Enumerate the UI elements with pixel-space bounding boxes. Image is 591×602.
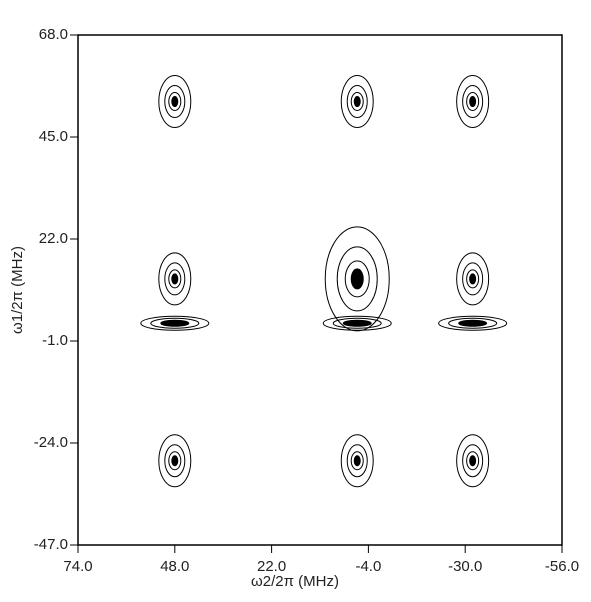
peak-contour bbox=[456, 252, 490, 306]
contour-ring bbox=[168, 451, 182, 471]
y-tick-label: -47.0 bbox=[34, 536, 68, 553]
peak-contour bbox=[158, 252, 192, 306]
x-tick-label: -30.0 bbox=[448, 558, 482, 575]
contour-ring bbox=[346, 85, 368, 119]
contour-ring bbox=[340, 434, 374, 488]
contour-ring bbox=[168, 269, 182, 289]
contour-ring bbox=[171, 455, 179, 467]
x-tick-label: -4.0 bbox=[355, 558, 381, 575]
contour-ring bbox=[322, 315, 392, 331]
contour-ring bbox=[140, 315, 210, 331]
contour-ring bbox=[456, 252, 490, 306]
contour-ring bbox=[171, 96, 179, 108]
y-tick-label: 45.0 bbox=[39, 128, 68, 145]
peak-contour bbox=[340, 75, 374, 129]
contour-ring bbox=[164, 85, 186, 119]
plot-frame bbox=[77, 34, 563, 546]
contour-ring bbox=[456, 75, 490, 129]
x-tick-label: 48.0 bbox=[160, 558, 189, 575]
x-tick-label: -56.0 bbox=[545, 558, 579, 575]
contour-ring bbox=[160, 319, 190, 327]
contour-ring bbox=[350, 451, 364, 471]
contour-ring bbox=[466, 451, 480, 471]
contour-ring bbox=[438, 315, 508, 331]
y-tick-label: 68.0 bbox=[39, 26, 68, 43]
contour-ring bbox=[344, 260, 370, 298]
peak-contour bbox=[158, 75, 192, 129]
contour-ring bbox=[332, 317, 382, 329]
peak-contour bbox=[322, 315, 392, 331]
contour-ring bbox=[342, 319, 372, 327]
contour-ring bbox=[346, 444, 368, 478]
contour-ring bbox=[164, 262, 186, 296]
contour-ring bbox=[466, 92, 480, 112]
contour-ring bbox=[164, 444, 186, 478]
peak-contour bbox=[340, 434, 374, 488]
peak-contour bbox=[324, 226, 390, 332]
x-axis-label: ω2/2π (MHz) bbox=[251, 573, 339, 590]
contour-ring bbox=[469, 273, 477, 285]
y-tick-label: -24.0 bbox=[34, 434, 68, 451]
peak-contour bbox=[158, 434, 192, 488]
peak-contour bbox=[438, 315, 508, 331]
peak-contour bbox=[456, 75, 490, 129]
y-tick-label: -1.0 bbox=[42, 332, 68, 349]
contour-ring bbox=[466, 269, 480, 289]
contour-ring bbox=[168, 92, 182, 112]
contour-ring bbox=[462, 85, 484, 119]
contour-ring bbox=[171, 273, 179, 285]
contour-ring bbox=[469, 96, 477, 108]
peak-contour bbox=[140, 315, 210, 331]
contour-ring bbox=[448, 317, 498, 329]
x-tick-label: 22.0 bbox=[257, 558, 286, 575]
contour-ring bbox=[353, 455, 361, 467]
contour-ring bbox=[150, 317, 200, 329]
contour-ring bbox=[350, 268, 364, 290]
y-axis-label: ω1/2π (MHz) bbox=[9, 246, 26, 334]
contour-ring bbox=[353, 96, 361, 108]
x-tick-label: 74.0 bbox=[63, 558, 92, 575]
peak-contour bbox=[456, 434, 490, 488]
contour-ring bbox=[336, 246, 378, 312]
contour-ring bbox=[158, 434, 192, 488]
contour-ring bbox=[458, 319, 488, 327]
contour-ring bbox=[350, 92, 364, 112]
contour-ring bbox=[462, 262, 484, 296]
contour-ring bbox=[158, 75, 192, 129]
contour-ring bbox=[462, 444, 484, 478]
contour-ring bbox=[158, 252, 192, 306]
contour-ring bbox=[340, 75, 374, 129]
y-tick-label: 22.0 bbox=[39, 230, 68, 247]
contour-ring bbox=[324, 226, 390, 332]
contour-ring bbox=[456, 434, 490, 488]
contour-ring bbox=[469, 455, 477, 467]
